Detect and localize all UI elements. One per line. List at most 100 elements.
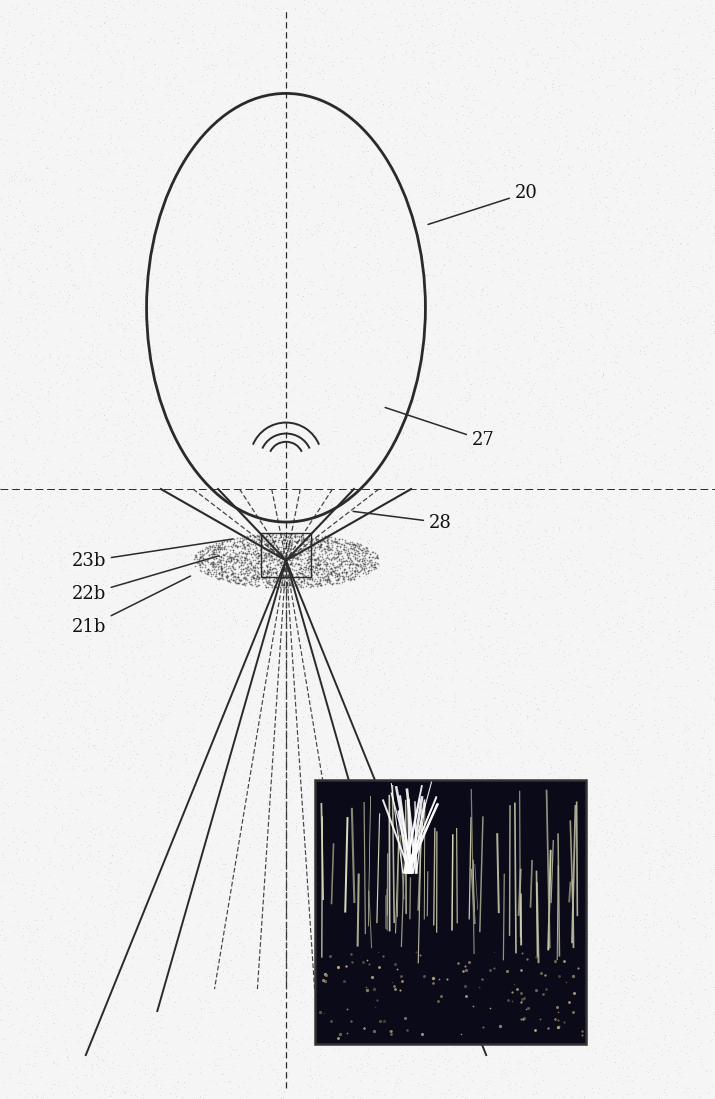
Point bbox=[257, 559, 269, 577]
Point bbox=[118, 1035, 129, 1053]
Point bbox=[558, 977, 570, 995]
Point bbox=[495, 913, 507, 931]
Point bbox=[16, 548, 28, 566]
Point bbox=[305, 314, 317, 332]
Point bbox=[340, 218, 352, 235]
Point bbox=[99, 411, 111, 429]
Point bbox=[279, 202, 290, 220]
Point bbox=[312, 757, 323, 775]
Point bbox=[691, 77, 702, 95]
Point bbox=[375, 92, 387, 110]
Point bbox=[327, 508, 338, 525]
Point bbox=[39, 798, 51, 815]
Point bbox=[503, 933, 515, 951]
Point bbox=[310, 1002, 321, 1020]
Point bbox=[242, 181, 254, 199]
Point bbox=[696, 782, 707, 800]
Point bbox=[307, 570, 318, 588]
Point bbox=[0, 44, 10, 62]
Point bbox=[323, 571, 335, 589]
Point bbox=[665, 658, 676, 676]
Point bbox=[347, 553, 358, 570]
Point bbox=[264, 576, 275, 593]
Point bbox=[312, 899, 323, 917]
Point bbox=[202, 127, 213, 145]
Point bbox=[49, 32, 61, 49]
Point bbox=[460, 366, 471, 384]
Point bbox=[22, 41, 34, 58]
Point bbox=[412, 299, 423, 317]
Point bbox=[130, 220, 142, 237]
Point bbox=[231, 850, 242, 867]
Point bbox=[534, 400, 546, 418]
Point bbox=[267, 186, 278, 203]
Point bbox=[330, 650, 342, 667]
Point bbox=[374, 958, 385, 976]
Point bbox=[480, 709, 491, 726]
Point bbox=[663, 1066, 674, 1084]
Point bbox=[213, 271, 225, 289]
Point bbox=[495, 1065, 507, 1083]
Point bbox=[228, 467, 240, 485]
Point bbox=[641, 906, 652, 923]
Point bbox=[416, 706, 428, 723]
Point bbox=[104, 113, 116, 131]
Point bbox=[461, 1034, 473, 1052]
Point bbox=[463, 389, 474, 407]
Point bbox=[440, 654, 452, 671]
Point bbox=[578, 537, 589, 555]
Point bbox=[338, 889, 350, 907]
Point bbox=[209, 602, 221, 620]
Point bbox=[427, 974, 438, 991]
Point bbox=[237, 534, 248, 552]
Point bbox=[440, 1018, 451, 1035]
Point bbox=[82, 963, 94, 980]
Point bbox=[76, 359, 87, 377]
Point bbox=[20, 425, 31, 443]
Point bbox=[577, 443, 588, 460]
Point bbox=[653, 353, 664, 370]
Point bbox=[413, 804, 425, 822]
Point bbox=[347, 568, 358, 586]
Point bbox=[320, 154, 332, 171]
Point bbox=[330, 792, 341, 810]
Point bbox=[161, 349, 172, 367]
Point bbox=[415, 995, 426, 1012]
Point bbox=[74, 463, 85, 480]
Point bbox=[541, 85, 553, 102]
Point bbox=[673, 1064, 684, 1081]
Point bbox=[353, 380, 365, 398]
Point bbox=[279, 540, 290, 557]
Point bbox=[311, 940, 322, 957]
Point bbox=[630, 446, 641, 464]
Point bbox=[355, 1058, 367, 1076]
Point bbox=[695, 347, 706, 365]
Point bbox=[483, 32, 495, 49]
Point bbox=[31, 951, 43, 968]
Point bbox=[305, 170, 316, 188]
Point bbox=[74, 446, 85, 464]
Point bbox=[284, 570, 295, 588]
Point bbox=[253, 219, 265, 236]
Point bbox=[1, 983, 12, 1000]
Point bbox=[412, 12, 423, 30]
Point bbox=[380, 846, 392, 864]
Point bbox=[282, 725, 294, 743]
Point bbox=[335, 30, 347, 47]
Point bbox=[194, 251, 205, 268]
Point bbox=[348, 535, 360, 553]
Point bbox=[43, 707, 54, 724]
Point bbox=[227, 542, 239, 559]
Point bbox=[302, 1039, 314, 1056]
Point bbox=[294, 160, 305, 178]
Point bbox=[276, 596, 287, 613]
Point bbox=[403, 212, 414, 230]
Point bbox=[620, 19, 631, 36]
Point bbox=[631, 545, 643, 563]
Point bbox=[408, 565, 419, 582]
Point bbox=[613, 940, 624, 957]
Point bbox=[289, 1012, 300, 1030]
Point bbox=[561, 491, 573, 509]
Point bbox=[388, 1087, 399, 1099]
Point bbox=[434, 411, 445, 429]
